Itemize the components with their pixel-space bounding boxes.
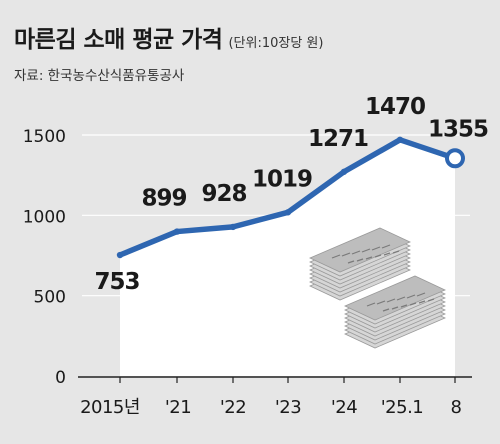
data-label: 1019 — [252, 166, 312, 192]
data-point — [116, 251, 124, 259]
sheet-mark — [331, 254, 341, 259]
y-axis-ticks: 0 500 1000 1500 — [23, 127, 66, 388]
data-point — [445, 148, 465, 169]
sheet-mark — [416, 292, 426, 297]
x-tick-label: 8 — [451, 397, 462, 418]
sheet-mark — [347, 260, 355, 264]
data-point — [173, 228, 181, 235]
data-point — [229, 223, 237, 231]
sheet-mark — [391, 306, 399, 310]
sheet-mark — [400, 304, 408, 308]
sheet-mark — [392, 250, 400, 254]
seaweed-stack-bottom — [344, 275, 446, 349]
x-tick-label: 2015년 — [80, 397, 140, 418]
data-label: 1470 — [365, 94, 425, 120]
sheet-mark — [418, 300, 426, 304]
sheet-mark — [341, 252, 351, 257]
data-label: 1355 — [428, 116, 488, 142]
sheet-mark — [383, 252, 391, 256]
x-tick-label: '24 — [331, 397, 357, 418]
x-axis-ticks: 2015년 '21 '22 '23 '24 '25.1 8 — [80, 377, 462, 418]
y-tick-label: 0 — [55, 368, 66, 388]
sheet-mark — [381, 244, 391, 249]
sheet-mark — [366, 302, 376, 307]
seaweed-sheet — [344, 275, 446, 321]
seaweed-sheet — [309, 227, 411, 273]
sheet-mark — [382, 308, 390, 312]
sheet-mark — [409, 302, 417, 306]
sheet-mark — [386, 298, 396, 303]
x-tick-label: '22 — [220, 397, 246, 418]
sheet-mark — [396, 296, 406, 301]
sheet-mark — [371, 246, 381, 251]
chart-title: 마른김 소매 평균 가격 — [14, 27, 223, 53]
x-tick-label: '21 — [165, 397, 191, 418]
sheet-mark — [406, 294, 416, 299]
data-points — [116, 136, 465, 259]
data-point — [340, 168, 348, 175]
y-tick-label: 1500 — [23, 127, 66, 147]
sheet-mark — [356, 258, 364, 262]
seaweed-stack-top — [309, 227, 411, 301]
sheet-mark — [361, 248, 371, 253]
data-label: 753 — [94, 269, 139, 295]
sheet-mark — [365, 256, 373, 260]
title-block: 마른김 소매 평균 가격 (단위:10장당 원) — [14, 20, 323, 54]
chart-unit: (단위:10장당 원) — [228, 36, 324, 51]
data-label: 1271 — [308, 126, 368, 152]
sheet-mark — [374, 254, 382, 258]
data-point — [284, 209, 292, 216]
sheet-mark — [427, 298, 435, 302]
data-label: 928 — [201, 181, 246, 207]
x-tick-label: '25.1 — [381, 397, 424, 418]
data-point — [396, 136, 404, 144]
sheet-mark — [351, 250, 361, 255]
x-tick-label: '23 — [275, 397, 301, 418]
seaweed-sheets-icon — [309, 227, 446, 349]
y-tick-label: 1000 — [23, 207, 66, 227]
sheet-mark — [376, 300, 386, 305]
y-tick-label: 500 — [34, 288, 66, 308]
data-label: 899 — [141, 186, 186, 212]
chart-source: 자료: 한국농수산식품유통공사 — [14, 68, 185, 84]
